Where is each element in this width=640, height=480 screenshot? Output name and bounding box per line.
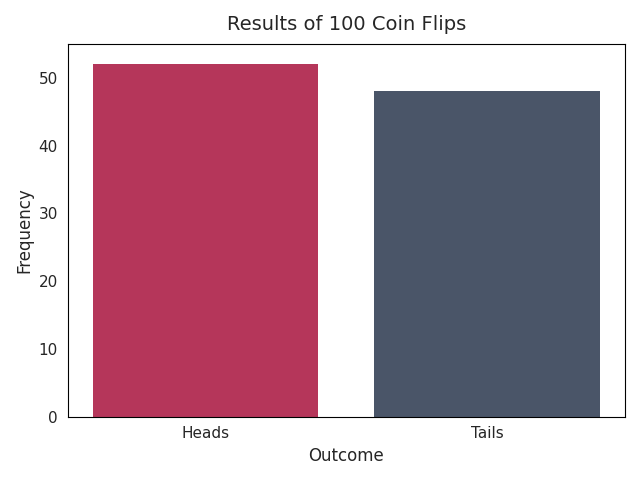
Title: Results of 100 Coin Flips: Results of 100 Coin Flips	[227, 15, 466, 34]
Bar	[93, 64, 318, 417]
X-axis label: Outcome: Outcome	[308, 447, 384, 465]
Bar	[374, 91, 600, 417]
Y-axis label: Frequency: Frequency	[15, 187, 33, 273]
